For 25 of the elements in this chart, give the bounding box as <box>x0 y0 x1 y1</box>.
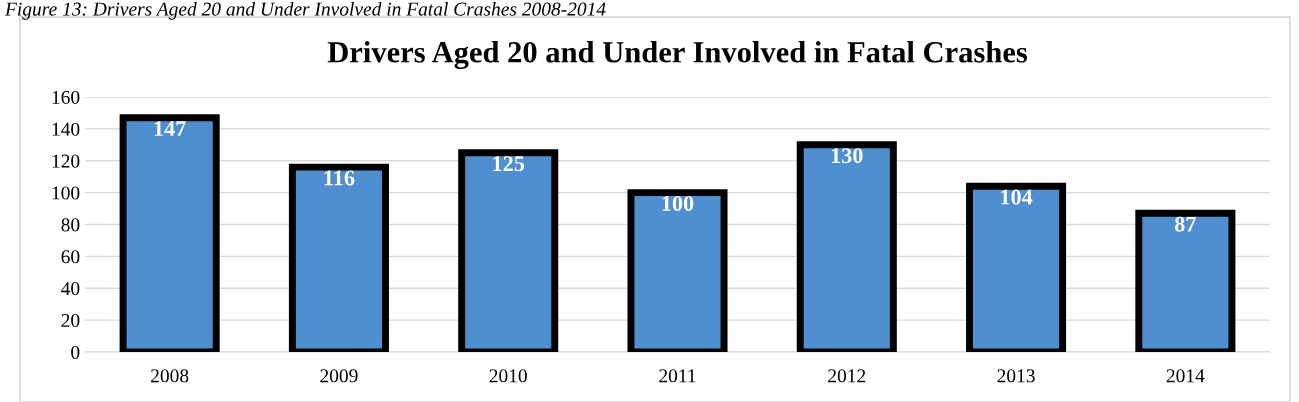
data-label: 87 <box>1174 216 1196 232</box>
y-tick-label: 0 <box>71 345 80 359</box>
y-tick-label: 60 <box>61 250 80 264</box>
y-tick-label: 120 <box>52 154 80 168</box>
data-label: 130 <box>831 148 863 164</box>
x-tick-label: 2009 <box>320 369 358 383</box>
caption: Figure 13: Drivers Aged 20 and Under Involved in Fatal Crashes 2008-2014 <box>4 2 606 20</box>
y-tick-label: 160 <box>52 90 80 104</box>
x-tick-label: 2011 <box>659 369 696 383</box>
x-tick-label: 2014 <box>1166 369 1205 383</box>
x-tick-label: 2008 <box>151 369 189 383</box>
x-tick-label: 2013 <box>997 369 1035 383</box>
data-label: 147 <box>154 121 186 136</box>
data-label: 100 <box>662 195 694 211</box>
data-label: 116 <box>324 170 355 186</box>
y-tick-label: 20 <box>61 313 80 328</box>
x-tick-label: 2012 <box>828 369 866 383</box>
y-tick-label: 80 <box>61 218 80 232</box>
x-tick-label: 2010 <box>489 369 527 383</box>
chart-title: Drivers Aged 20 and Under Involved in Fatal Crashes <box>327 41 1028 70</box>
y-tick-label: 40 <box>61 282 80 296</box>
data-label: 125 <box>493 156 525 172</box>
y-tick-label: 140 <box>52 122 80 136</box>
y-tick-label: 100 <box>52 186 80 200</box>
data-label: 104 <box>1001 189 1033 205</box>
